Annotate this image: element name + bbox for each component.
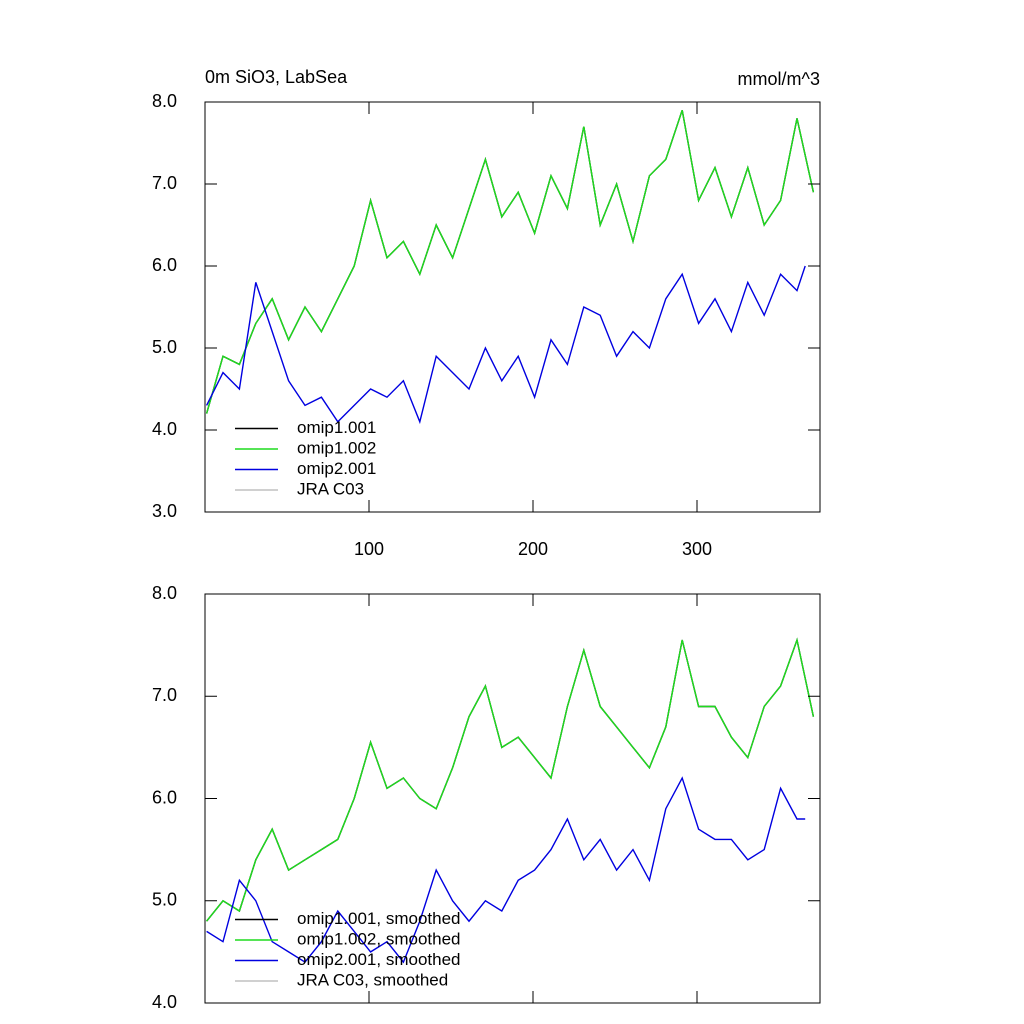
plot-frame xyxy=(204,101,821,513)
y-tick-label: 5.0 xyxy=(152,337,177,357)
y-tick-label: 4.0 xyxy=(152,419,177,439)
y-tick-label: 7.0 xyxy=(152,173,177,193)
legend-label: JRA C03, smoothed xyxy=(297,970,448,989)
legend-label: omip1.002 xyxy=(297,438,376,457)
legend-label: omip1.001, smoothed xyxy=(297,909,461,928)
legend-label: omip1.001 xyxy=(297,418,376,437)
legend-label: omip1.002, smoothed xyxy=(297,929,461,948)
chart-title: 0m SiO3, LabSea xyxy=(205,67,348,87)
y-tick-label: 5.0 xyxy=(152,890,177,910)
y-tick-label: 7.0 xyxy=(152,685,177,705)
legend-label: JRA C03 xyxy=(297,479,364,498)
y-tick-label: 6.0 xyxy=(152,787,177,807)
units-label: mmol/m^3 xyxy=(738,69,820,89)
y-tick-label: 8.0 xyxy=(152,91,177,111)
y-tick-label: 6.0 xyxy=(152,255,177,275)
series-line xyxy=(205,265,806,425)
x-tick-label: 100 xyxy=(354,539,384,559)
x-tick-label: 300 xyxy=(682,539,712,559)
series-line xyxy=(206,637,815,922)
legend-label: omip2.001 xyxy=(297,459,376,478)
series-line xyxy=(206,776,806,964)
series-line xyxy=(206,637,815,922)
series-line xyxy=(205,109,815,414)
y-tick-label: 8.0 xyxy=(152,583,177,603)
y-tick-label: 3.0 xyxy=(152,501,177,521)
y-tick-label: 4.0 xyxy=(152,992,177,1012)
legend-label: omip2.001, smoothed xyxy=(297,950,461,969)
x-tick-label: 200 xyxy=(518,539,548,559)
